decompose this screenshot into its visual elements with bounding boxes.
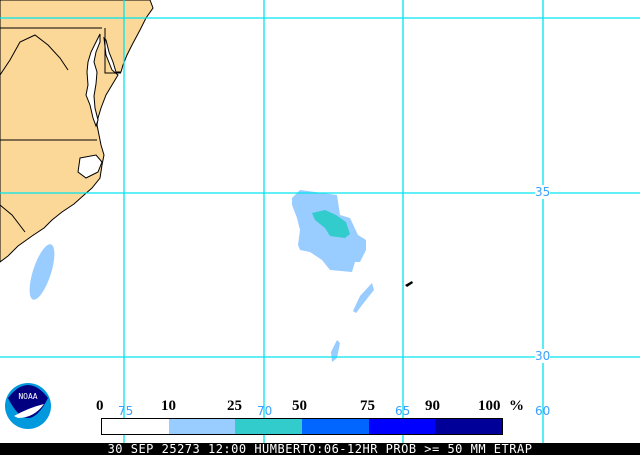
land	[0, 0, 154, 263]
legend-swatch-10-25	[168, 419, 236, 434]
lat-label: 35	[535, 185, 551, 199]
prob-10-25-area	[29, 244, 55, 300]
lon-label: 60	[535, 404, 551, 418]
state-border-sc	[0, 204, 26, 233]
pamlico-sound	[77, 154, 103, 179]
legend-tick: 100	[478, 398, 501, 414]
prob-25-50-area	[312, 210, 350, 238]
state-border-wv	[0, 34, 69, 76]
legend-tick: 90	[425, 398, 440, 414]
legend-unit: %	[509, 398, 524, 414]
logo-text: NOAA	[18, 392, 37, 401]
legend-swatch-75-90	[368, 419, 436, 434]
lon-label: 65	[395, 404, 411, 418]
probability-areas	[29, 190, 413, 362]
legend-tick: 10	[161, 398, 176, 414]
prob-10-25-area	[353, 283, 374, 313]
state-border-de	[104, 28, 121, 74]
us-east-coast-land	[0, 0, 154, 263]
bermuda-island	[405, 281, 413, 287]
lat-lon-grid	[0, 0, 640, 443]
legend-color-bar	[101, 418, 503, 435]
lon-label: 75	[118, 404, 134, 418]
legend-swatch-90-100	[435, 419, 503, 434]
lon-label: 70	[257, 404, 273, 418]
legend-swatch-0-10	[102, 419, 169, 434]
noaa-logo: NOAA	[5, 383, 51, 429]
lat-label: 30	[535, 349, 551, 363]
legend-swatch-25-50	[235, 419, 303, 434]
footer-caption: 30 SEP 25273 12:00 HUMBERTO:06-12HR PROB…	[0, 443, 640, 455]
prob-10-25-area	[331, 340, 340, 362]
legend-tick: 0	[96, 398, 104, 414]
chesapeake-bay	[85, 33, 101, 128]
legend-tick: 50	[292, 398, 307, 414]
legend-swatch-50-75	[302, 419, 369, 434]
legend-tick: 75	[360, 398, 375, 414]
legend-tick: 25	[227, 398, 242, 414]
